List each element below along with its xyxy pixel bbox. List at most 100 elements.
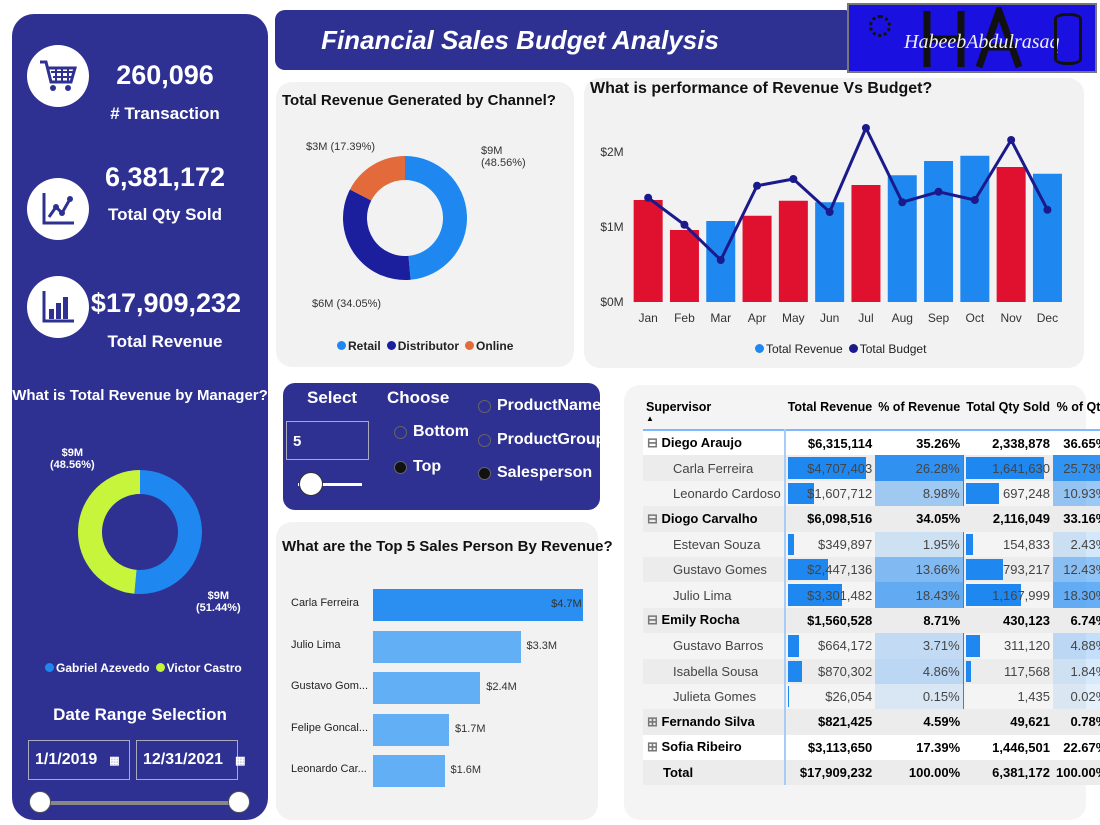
column-header[interactable]: Total Qty Sold: [966, 400, 1050, 414]
collapse-icon[interactable]: ⊟: [647, 612, 662, 628]
select-value-input[interactable]: 5: [286, 421, 369, 460]
column-header[interactable]: Supervisor ▲: [643, 394, 785, 430]
top5-chart: Carla Ferreira $4.7M Julio Lima $3.3M Gustav…: [276, 585, 598, 795]
value-cell: $2,447,136: [784, 556, 876, 583]
top5-value-label: $3.3M: [526, 639, 558, 652]
collapse-icon[interactable]: ⊟: [647, 510, 662, 526]
table-row[interactable]: Leonardo Cardoso $1,607,712 8.98% 697,248 10…: [643, 480, 1100, 507]
legend-total-revenue[interactable]: Total Revenue: [755, 342, 843, 356]
header-bar: Financial Sales Budget Analysis: [275, 10, 855, 70]
revenue-bar-Jan[interactable]: [633, 200, 663, 302]
collapse-icon[interactable]: ⊟: [647, 435, 662, 451]
revenue-bar-Feb[interactable]: [669, 230, 699, 302]
top5-bar[interactable]: [373, 713, 449, 746]
expand-icon[interactable]: ⊞: [647, 713, 662, 729]
budget-point-Feb[interactable]: [680, 220, 689, 229]
revenue-bar-Aug[interactable]: [887, 175, 917, 302]
table-row[interactable]: Carla Ferreira $4,707,403 26.28% 1,641,630 2…: [643, 455, 1100, 481]
channel-slice-retail[interactable]: [405, 156, 467, 280]
expand-icon[interactable]: ⊞: [647, 739, 662, 755]
logo: HabeebAbdulrasaq: [847, 3, 1097, 73]
budget-point-Dec[interactable]: [1043, 205, 1052, 214]
revenue-bar-Oct[interactable]: [960, 155, 990, 302]
date-slider-start-handle[interactable]: [29, 791, 51, 813]
radio-productgroup[interactable]: ProductGroup: [478, 431, 605, 449]
legend-victor[interactable]: Victor Castro: [155, 661, 242, 675]
radio-salesperson[interactable]: Salesperson: [478, 464, 592, 482]
data-bar: [787, 533, 794, 555]
radio-top[interactable]: Top: [394, 458, 441, 476]
budget-point-Oct[interactable]: [970, 196, 979, 204]
budget-point-Jan[interactable]: [644, 193, 653, 202]
budget-point-Apr[interactable]: [753, 181, 762, 190]
legend-gabriel[interactable]: Gabriel Azevedo: [45, 661, 150, 675]
legend-distributor[interactable]: Distributor: [386, 339, 459, 353]
revenue-bar-Apr[interactable]: [742, 215, 772, 302]
table-row[interactable]: ⊟ Diogo Carvalho $6,098,516 34.05% 2,116,04…: [643, 506, 1100, 532]
top5-bar[interactable]: [373, 589, 584, 621]
legend-online[interactable]: Online: [465, 339, 513, 353]
revenue-bar-Jul[interactable]: [851, 185, 881, 302]
table-row[interactable]: Julio Lima $3,301,482 18.43% 1,167,999 18.30…: [643, 582, 1100, 608]
manager-slice-gabriel-azevedo[interactable]: [77, 470, 140, 594]
legend-total-budget[interactable]: Total Budget: [848, 342, 926, 356]
budget-point-Aug[interactable]: [898, 198, 907, 207]
revenue-bar-Dec[interactable]: [1032, 173, 1062, 302]
budget-point-Mar[interactable]: [716, 256, 725, 264]
top5-bar[interactable]: [373, 672, 481, 704]
value-cell: 1,446,501: [963, 734, 1053, 761]
date-slider-track[interactable]: [40, 801, 240, 805]
revenue-bar-Nov[interactable]: [996, 167, 1026, 302]
start-date-input[interactable]: 1/1/2019 ▦: [28, 740, 130, 780]
sort-ascending-icon[interactable]: ▲: [646, 414, 654, 423]
revenue-bar-Jun[interactable]: [815, 202, 845, 302]
value-cell: $3,301,482: [784, 582, 876, 608]
column-header[interactable]: Total Revenue: [787, 400, 873, 414]
value-cell: 3.71%: [875, 633, 964, 659]
table-row[interactable]: ⊟ Diego Araujo $6,315,114 35.26% 2,338,878 3…: [643, 430, 1100, 456]
revenue-bar-Sep[interactable]: [924, 161, 954, 302]
logo-text: HabeebAbdulrasaq: [904, 31, 1060, 53]
budget-point-Nov[interactable]: [1007, 136, 1016, 144]
y-tick-label: $1M: [600, 220, 623, 234]
end-date-input[interactable]: 12/31/2021 ▦: [136, 740, 245, 780]
column-header[interactable]: % of Revenue: [878, 400, 961, 414]
select-slider-track[interactable]: [298, 483, 362, 486]
manager-slice-victor-castro[interactable]: [134, 470, 202, 594]
combo-legend: Total Revenue Total Budget: [755, 342, 926, 356]
kpi-revenue-value: $17,909,232: [90, 288, 242, 318]
legend-retail[interactable]: Retail: [337, 339, 381, 353]
value-cell: $870,302: [784, 658, 876, 684]
top5-bar[interactable]: [373, 630, 521, 663]
select-slider-handle[interactable]: [299, 472, 323, 496]
budget-point-Jun[interactable]: [825, 208, 834, 216]
column-header[interactable]: % of Qty: [1056, 400, 1100, 414]
budget-point-Sep[interactable]: [934, 187, 943, 196]
channel-slice-online[interactable]: [349, 156, 405, 201]
top5-bar[interactable]: [373, 755, 445, 787]
table-row[interactable]: ⊞ Sofia Ribeiro $3,113,650 17.39% 1,446,501…: [643, 734, 1100, 761]
supervisor-cell: ⊞ Fernando Silva: [643, 709, 786, 735]
budget-point-Jul[interactable]: [861, 124, 870, 132]
data-bar: [965, 584, 1022, 606]
manager-legend: Gabriel Azevedo Victor Castro: [45, 661, 242, 675]
radio-productname[interactable]: ProductName: [478, 397, 601, 415]
calendar-icon[interactable]: ▦: [235, 754, 246, 767]
calendar-icon[interactable]: ▦: [109, 754, 120, 767]
value-cell: $349,897: [784, 531, 876, 557]
budget-point-May[interactable]: [789, 175, 798, 183]
date-slider-end-handle[interactable]: [228, 791, 250, 813]
value-cell: 4.86%: [875, 658, 964, 684]
value-cell: 6.74%: [1052, 607, 1100, 634]
table-row[interactable]: Gustavo Gomes $2,447,136 13.66% 793,217 12.4…: [643, 556, 1100, 583]
radio-bottom[interactable]: Bottom: [394, 423, 469, 441]
channel-slice-distributor[interactable]: [343, 189, 411, 280]
revenue-bar-May[interactable]: [778, 200, 808, 302]
